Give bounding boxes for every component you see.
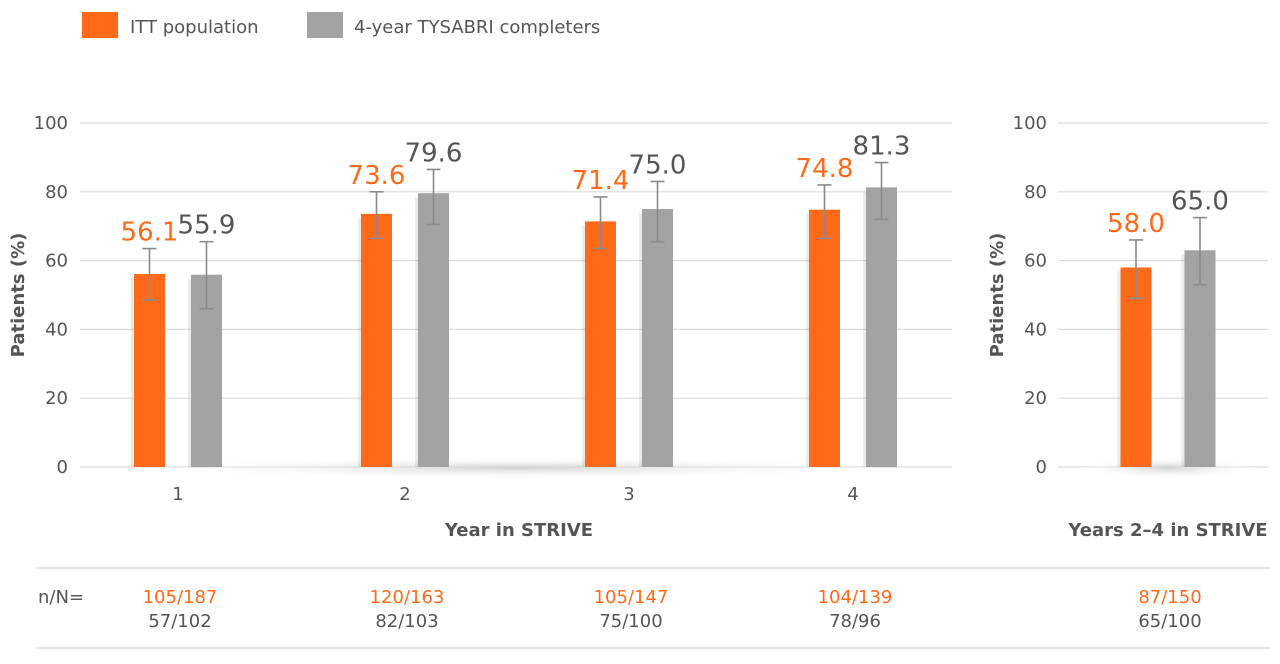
- x-tick-label: 2: [399, 484, 410, 505]
- y-tick-label: 100: [34, 113, 68, 134]
- nN-itt: 105/147: [594, 587, 669, 608]
- y-tick-label: 0: [1036, 457, 1047, 478]
- bar-shade: [1181, 254, 1186, 467]
- bar-completers: [418, 193, 449, 467]
- chart-panel-2: 0 20 40 60 80 100 58.065.0 87/150 65/100: [1013, 113, 1268, 632]
- y-tick-label: 40: [45, 319, 68, 340]
- bar-shade: [639, 213, 643, 467]
- y-tick-label: 80: [45, 182, 68, 203]
- nN-completers: 65/100: [1138, 611, 1201, 632]
- nN-completers: 78/96: [829, 611, 881, 632]
- data-label: 58.0: [1107, 209, 1165, 239]
- legend-label-itt: ITT population: [130, 17, 259, 38]
- y-tick-label: 80: [1024, 182, 1047, 203]
- legend-label-completers: 4-year TYSABRI completers: [354, 17, 600, 38]
- x-tick-label: 1: [172, 484, 183, 505]
- legend-swatch-completers: [307, 12, 343, 38]
- y-tick-label: 20: [45, 388, 68, 409]
- data-label: 75.0: [629, 150, 687, 180]
- bar-itt: [134, 274, 165, 467]
- data-label: 81.3: [853, 132, 911, 162]
- data-label: 65.0: [1171, 187, 1229, 217]
- data-label: 79.6: [405, 138, 463, 168]
- bar-completers: [866, 187, 897, 467]
- data-label: 74.8: [796, 154, 854, 184]
- bar-shade: [188, 278, 192, 467]
- bar-itt: [585, 221, 616, 467]
- y-tick-label: 40: [1024, 319, 1047, 340]
- nN-completers: 75/100: [599, 611, 662, 632]
- nN-completers: 82/103: [375, 611, 438, 632]
- nN-itt: 104/139: [818, 587, 893, 608]
- nN-itt: 87/150: [1138, 587, 1201, 608]
- y-tick-label: 0: [57, 457, 68, 478]
- data-label: 56.1: [121, 218, 179, 248]
- bar-shade: [131, 278, 135, 467]
- x-tick-label: 3: [623, 484, 634, 505]
- bar-shade: [358, 217, 362, 467]
- bar-itt: [1120, 267, 1152, 467]
- nN-itt: 120/163: [370, 587, 445, 608]
- bar-shade: [582, 225, 586, 467]
- legend-swatch-itt: [82, 12, 118, 38]
- data-label: 73.6: [348, 161, 406, 191]
- y-axis-label-left: Patients (%): [8, 233, 29, 358]
- y-tick-label: 60: [45, 251, 68, 272]
- floor-shadow: [136, 456, 896, 480]
- bar-completers: [642, 209, 673, 467]
- legend: ITT population 4-year TYSABRI completers: [82, 12, 600, 38]
- y-tick-label: 100: [1013, 113, 1047, 134]
- data-label: 71.4: [572, 166, 630, 196]
- data-label: 55.9: [178, 211, 236, 241]
- bar-itt: [809, 209, 840, 468]
- y-tick-label: 60: [1024, 251, 1047, 272]
- bar-shade: [1117, 271, 1122, 467]
- bar-itt: [361, 213, 392, 467]
- floor-shadow: [1078, 456, 1258, 480]
- nN-itt: 105/187: [143, 587, 218, 608]
- chart-panel-1: 0 20 40 60 80 100 56.1 55.9 1 105/187 57/102 73.679…: [34, 113, 952, 632]
- nN-label: n/N=: [38, 587, 84, 608]
- x-axis-label-left: Year in STRIVE: [444, 520, 593, 541]
- y-tick-label: 20: [1024, 388, 1047, 409]
- bar-shade: [863, 191, 867, 467]
- bar-shade: [806, 213, 810, 467]
- x-tick-label: 4: [847, 484, 858, 505]
- y-axis-label-right: Patients (%): [987, 233, 1008, 358]
- nN-completers: 57/102: [148, 611, 211, 632]
- bar-shade: [415, 197, 419, 467]
- x-axis-label-right: Years 2–4 in STRIVE: [1067, 520, 1267, 541]
- bar-completers: [1184, 250, 1216, 467]
